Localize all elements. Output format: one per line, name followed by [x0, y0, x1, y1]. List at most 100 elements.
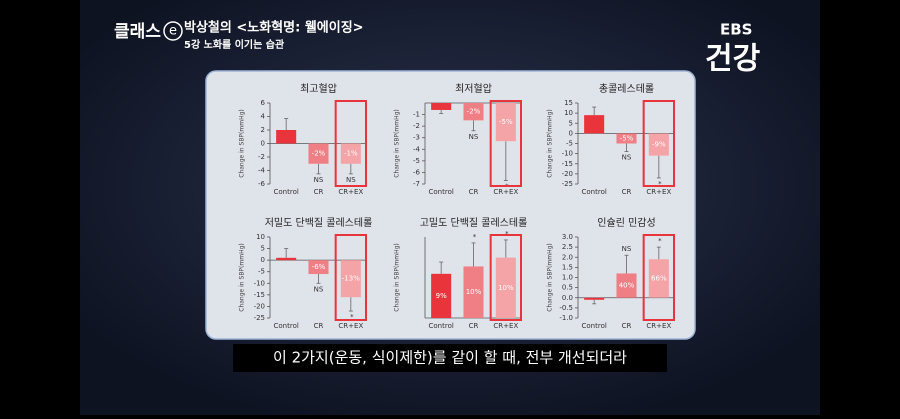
logo-circle: [163, 21, 183, 41]
bar: [584, 297, 605, 300]
significance: NS: [314, 176, 324, 184]
bar-label: -9%: [652, 141, 666, 149]
program: 박상철의 <노화혁명: 웰에이징>: [184, 20, 364, 36]
highlight-box: [489, 234, 522, 321]
significance: NS: [346, 176, 356, 184]
bar: [463, 103, 484, 121]
bar: [276, 130, 297, 144]
bar-label: 9%: [436, 292, 447, 300]
y-axis-label: Change in SBP(mmHg): [239, 243, 246, 312]
y-axis-label: Change in SBP(mmHg): [394, 109, 401, 178]
highlight-box: [642, 234, 676, 321]
bar-label: -5%: [620, 134, 634, 142]
y-axis-label: Change in SBP(mmHg): [239, 109, 246, 178]
bar: [308, 260, 329, 275]
y-tick-label: -2: [258, 153, 265, 161]
significance: NS: [622, 245, 632, 253]
x-tick-label: CR+EX: [646, 188, 671, 196]
subtitle: 이 2가지(운동, 식이제한)를 같이 할 때, 전부 개선되더라: [273, 349, 627, 367]
y-tick-label: -25: [254, 314, 265, 322]
y-tick-label: -5: [566, 140, 573, 148]
y-tick-label: -2: [413, 122, 420, 130]
bar-label: 10%: [466, 288, 482, 296]
y-tick-label: -6: [258, 180, 266, 188]
bar: [276, 257, 297, 261]
chart-title: 최저혈압: [455, 82, 492, 95]
y-tick-label: -0.5: [559, 304, 573, 312]
x-tick-label: Control: [274, 322, 299, 330]
logo: 클래스: [114, 22, 161, 42]
y-tick-label: 2.0: [562, 253, 573, 261]
bar: [463, 266, 484, 318]
x-tick-label: CR+EX: [493, 188, 518, 196]
y-tick-label: -4: [258, 167, 266, 175]
y-tick-label: 6: [261, 99, 266, 107]
bar-label: -2%: [467, 108, 481, 116]
chart-title: 저밀도 단백질 콜레스테롤: [265, 217, 373, 229]
y-tick-label: -20: [562, 170, 573, 178]
chart-title: 총콜레스테롤: [599, 83, 654, 95]
x-tick-label: CR+EX: [338, 188, 363, 196]
y-tick-label: 0.5: [562, 284, 573, 292]
bar: [340, 143, 361, 164]
y-tick-label: 1.5: [562, 263, 573, 271]
bar: [495, 103, 516, 142]
y-tick-label: 2: [261, 126, 265, 134]
significance: *: [505, 230, 509, 238]
significance: *: [658, 237, 662, 245]
x-tick-label: CR: [622, 322, 632, 330]
y-tick-label: 0.0: [562, 294, 573, 302]
y-tick-label: -10: [562, 150, 573, 158]
y-tick-label: -6: [413, 168, 421, 176]
y-tick-label: -4: [413, 145, 421, 153]
bar: [616, 133, 637, 144]
chart-title: 고밀도 단백질 콜레스테롤: [420, 217, 528, 229]
y-tick-label: 10: [256, 233, 265, 241]
y-tick-label: 10: [564, 109, 573, 117]
x-tick-label: CR+EX: [493, 322, 518, 330]
bar: [648, 133, 669, 156]
bar-label: -6%: [312, 263, 326, 271]
highlight-box: [334, 234, 367, 321]
y-tick-label: -25: [562, 180, 573, 188]
y-tick-label: -5: [258, 268, 265, 276]
x-tick-label: Control: [429, 188, 454, 196]
y-axis-label: Change in SBP(mmHg): [547, 109, 554, 178]
x-tick-label: Control: [429, 322, 454, 330]
y-tick-label: 3.0: [562, 233, 573, 241]
y-tick-label: -1: [413, 111, 420, 119]
logo-mark: e: [169, 24, 177, 39]
significance: NS: [314, 285, 324, 293]
bar-label: -5%: [499, 118, 513, 126]
x-tick-label: Control: [582, 322, 607, 330]
x-tick-label: CR: [469, 188, 479, 196]
channel-name: 건강: [705, 42, 761, 77]
bar: [495, 257, 516, 318]
y-tick-label: -1.0: [559, 314, 573, 322]
y-tick-label: 2.5: [562, 243, 573, 251]
significance: *: [473, 233, 477, 241]
y-tick-label: -15: [562, 160, 573, 168]
x-tick-label: CR: [314, 188, 324, 196]
y-axis-label: Change in SBP(mmHg): [394, 243, 401, 312]
x-tick-label: Control: [274, 188, 299, 196]
x-tick-label: CR: [622, 188, 632, 196]
highlight-box: [334, 100, 367, 187]
y-axis-label: Change in SBP(mmHg): [547, 243, 554, 312]
bar: [308, 143, 329, 164]
bar: [431, 273, 452, 318]
x-tick-label: CR+EX: [646, 322, 671, 330]
y-tick-label: -3: [413, 134, 420, 142]
y-tick-label: -5: [413, 157, 420, 165]
bar: [616, 273, 637, 298]
y-tick-label: -20: [254, 302, 265, 310]
bar-label: -1%: [344, 150, 358, 158]
y-tick-label: 5: [261, 245, 265, 253]
highlight-box: [642, 100, 676, 187]
bar: [340, 260, 361, 298]
bar: [431, 103, 452, 110]
x-tick-label: CR: [314, 322, 324, 330]
y-tick-label: -10: [254, 279, 265, 287]
x-tick-label: CR: [469, 322, 479, 330]
